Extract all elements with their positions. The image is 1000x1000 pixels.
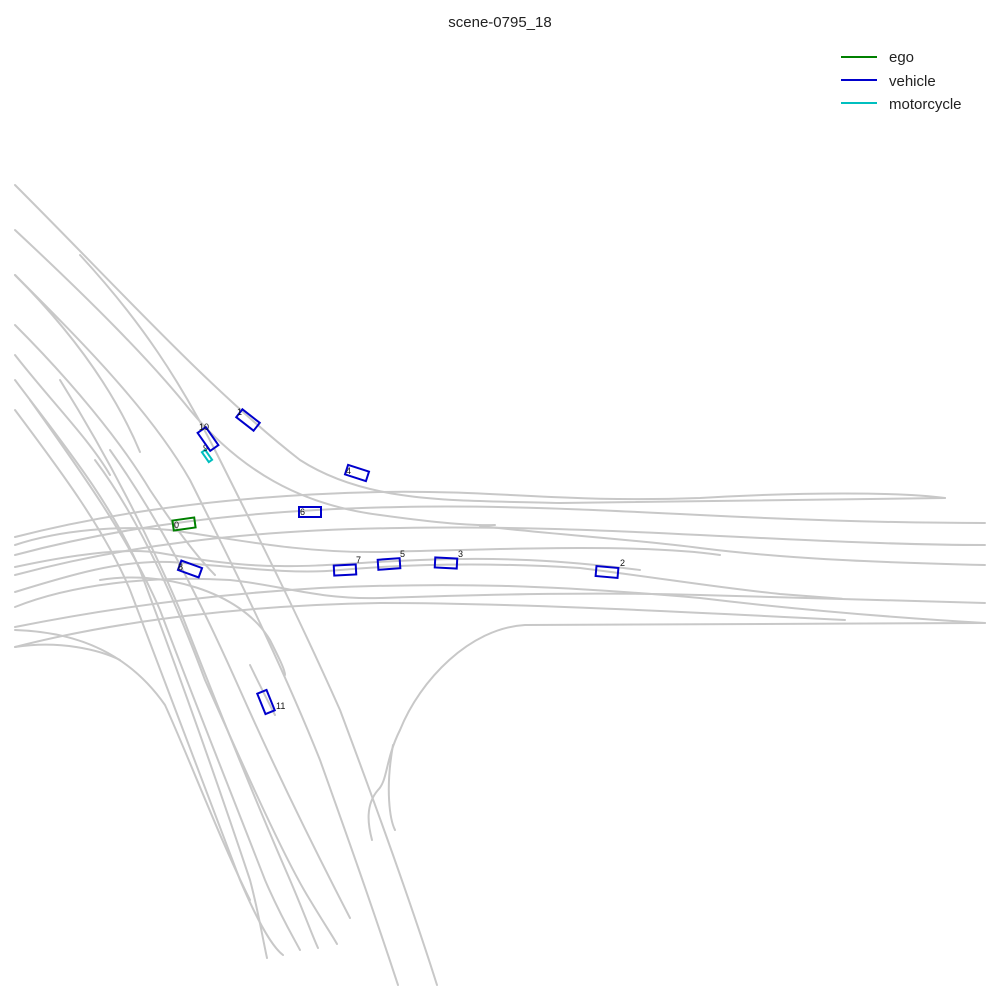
lane-line: [14, 601, 846, 648]
lane-line: [14, 324, 216, 576]
lane-line: [109, 449, 351, 919]
lane-line: [14, 379, 268, 959]
motorcycle-box: [200, 448, 214, 464]
agent-2: 2: [594, 558, 625, 580]
vehicle-box: [332, 563, 358, 577]
agent-1: 1: [234, 407, 262, 433]
lane-line: [14, 526, 986, 576]
lane-line: [14, 629, 251, 901]
lane-line: [94, 459, 338, 945]
lane-line: [14, 274, 399, 986]
lane-line: [14, 505, 986, 556]
lane-line: [14, 527, 721, 556]
agent-4: 4: [343, 463, 371, 483]
agent-id-label: 6: [300, 507, 305, 517]
lane-line: [59, 379, 319, 949]
agent-7: 7: [332, 555, 361, 577]
lane-line: [14, 229, 496, 527]
agent-id-label: 9: [203, 443, 208, 453]
lane-line: [14, 577, 986, 608]
legend: ego vehicle motorcycle: [841, 49, 962, 113]
lane-line: [29, 399, 301, 951]
agent-6: 6: [298, 506, 322, 518]
lane-line: [14, 550, 641, 571]
lane-line: [387, 744, 396, 831]
lane-line: [99, 576, 286, 676]
lane-line: [479, 525, 986, 566]
agent-id-label: 8: [178, 562, 183, 572]
lane-line: [14, 584, 986, 628]
agent-10: 10: [196, 422, 220, 453]
agent-5: 5: [376, 549, 405, 571]
legend-label: vehicle: [889, 73, 936, 90]
agent-id-label: 10: [199, 422, 209, 432]
lane-line: [367, 622, 986, 841]
agent-id-label: 5: [400, 549, 405, 559]
vehicle-box: [196, 425, 220, 453]
vehicle-box: [176, 559, 204, 579]
vehicle-box: [433, 556, 459, 570]
lane-line: [14, 184, 946, 505]
agent-11: 11: [255, 688, 285, 716]
agent-id-label: 0: [174, 520, 179, 530]
lane-line: [14, 409, 284, 956]
lane-line: [79, 254, 438, 986]
agent-id-label: 2: [620, 558, 625, 568]
legend-item-motorcycle: motorcycle: [841, 96, 962, 113]
plot-title: scene-0795_18: [448, 14, 551, 31]
lane-line: [249, 664, 276, 716]
vehicle-box: [594, 564, 620, 580]
agent-8: 8: [176, 559, 204, 579]
legend-label: ego: [889, 49, 914, 66]
vehicle-box: [343, 463, 371, 483]
agent-id-label: 1: [237, 407, 242, 417]
legend-item-ego: ego: [841, 49, 914, 66]
vehicle-box: [376, 557, 402, 571]
agent-id-label: 4: [346, 466, 351, 476]
agent-0: 0: [171, 516, 197, 532]
agent-id-label: 11: [276, 701, 285, 711]
vehicle-box: [255, 688, 277, 716]
legend-item-vehicle: vehicle: [841, 73, 936, 90]
agent-3: 3: [433, 549, 463, 570]
vehicle-box: [298, 506, 322, 518]
lane-line: [14, 490, 946, 538]
agent-9: 9: [200, 443, 214, 464]
agent-id-label: 7: [356, 555, 361, 565]
agent-layer: 0 1 2 3 4 5 6 7: [171, 407, 625, 716]
vehicle-box: [234, 407, 262, 433]
lane-line: [14, 354, 111, 476]
agent-id-label: 3: [458, 549, 463, 559]
lane-line: [14, 643, 121, 661]
ego-box: [171, 516, 197, 532]
legend-label: motorcycle: [889, 96, 962, 113]
lane-line: [14, 560, 843, 600]
lane-network: [14, 184, 986, 986]
